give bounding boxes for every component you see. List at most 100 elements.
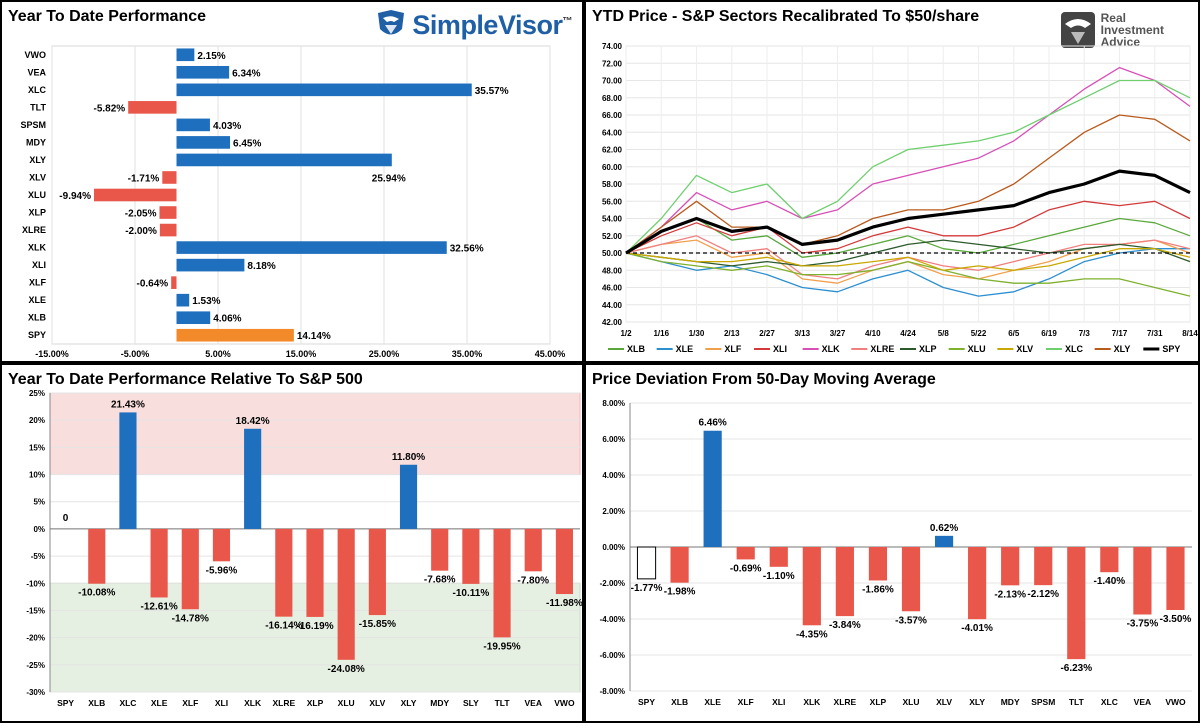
series-line-xlk xyxy=(625,66,1191,254)
bar-mdy xyxy=(431,528,449,571)
deviation-title: Price Deviation From 50-Day Moving Avera… xyxy=(592,371,936,388)
bar-xlu xyxy=(337,528,355,660)
x-tick-label: 1/16 xyxy=(653,329,669,338)
bar-xly xyxy=(968,547,987,620)
series-line-xlp xyxy=(625,239,1191,267)
category-label: MDY xyxy=(430,698,449,708)
value-label: 32.56% xyxy=(450,244,484,255)
bar-xlu xyxy=(93,188,177,202)
y-tick-label: 72.00 xyxy=(602,59,623,68)
category-label: XLRE xyxy=(22,225,46,235)
x-tick-label: 6/5 xyxy=(1008,329,1020,338)
bar-tlt xyxy=(493,528,511,638)
x-tick-label: 5.00% xyxy=(205,349,231,359)
y-tick-label: 44.00 xyxy=(602,301,623,310)
category-label: XLY xyxy=(401,698,417,708)
value-label: -1.40% xyxy=(1094,576,1126,587)
series-line-xly xyxy=(625,114,1191,254)
bar-xlre xyxy=(159,223,177,237)
x-tick-label: 2/13 xyxy=(724,329,740,338)
y-tick-label: 70.00 xyxy=(602,77,623,86)
category-label: XLV xyxy=(369,698,385,708)
bar-xlv xyxy=(162,171,177,184)
eagle-icon xyxy=(1060,12,1095,48)
value-label: -10.08% xyxy=(78,588,115,599)
value-label: 4.03% xyxy=(213,121,241,132)
series-line-xlc xyxy=(625,79,1191,254)
bar-xlc xyxy=(119,412,137,529)
y-tick-label: 0.00% xyxy=(602,543,625,552)
category-label: XLRE xyxy=(834,697,857,707)
bar-xly xyxy=(399,464,418,529)
category-label: XLY xyxy=(969,697,985,707)
value-label: -2.13% xyxy=(994,589,1026,600)
value-label: 11.80% xyxy=(392,452,425,463)
y-tick-label: -4.00% xyxy=(600,615,625,624)
value-label: -7.68% xyxy=(424,575,456,586)
category-label: TLT xyxy=(30,102,46,112)
series-line-xlv xyxy=(625,248,1191,271)
legend-label: XLF xyxy=(724,344,742,354)
x-tick-label: 8/14 xyxy=(1182,329,1198,338)
ytd-price-panel: YTD Price - S&P Sectors Recalibrated To … xyxy=(584,0,1200,363)
bar-xlk xyxy=(176,241,447,254)
value-label: -2.05% xyxy=(125,209,157,220)
legend-label: XLY xyxy=(1114,344,1131,354)
category-label: VEA xyxy=(27,67,46,77)
value-label: 6.46% xyxy=(698,418,726,429)
category-label: XLI xyxy=(32,260,46,270)
category-label: VWO xyxy=(554,698,575,708)
ytd-performance-chart: -15.00% -5.00% 5.00% 15.00% 25.00% 35.00% 45.0… xyxy=(20,45,565,359)
y-tick-label: -8.00% xyxy=(600,687,625,696)
bar-xlb xyxy=(670,547,689,583)
category-label: XLK xyxy=(803,697,821,707)
bar-xlf xyxy=(736,547,755,560)
bar-tlt xyxy=(128,101,177,114)
legend-label: XLV xyxy=(1016,344,1033,354)
value-label: -6.23% xyxy=(1060,663,1092,674)
relative-performance-title: Year To Date Performance Relative To S&P… xyxy=(8,371,363,388)
y-tick-label: 66.00 xyxy=(602,111,623,120)
value-label: -9.94% xyxy=(59,191,91,202)
y-tick-label: 20% xyxy=(29,416,45,425)
legend-label: XLK xyxy=(822,344,841,354)
legend-label: XLE xyxy=(676,344,694,354)
category-label: XLI xyxy=(215,698,228,708)
category-label: MDY xyxy=(1001,697,1020,707)
category-label: XLK xyxy=(28,243,47,253)
value-label: -14.78% xyxy=(172,613,209,624)
bar-xle xyxy=(176,293,190,307)
bar-xle xyxy=(703,430,722,547)
value-label: -1.10% xyxy=(763,571,795,582)
bar-xlp xyxy=(306,528,324,617)
y-tick-label: 10% xyxy=(29,471,45,480)
y-tick-label: 68.00 xyxy=(602,94,623,103)
category-label: SLY xyxy=(463,698,479,708)
y-tick-label: 4.00% xyxy=(602,471,625,480)
category-label: VEA xyxy=(524,698,541,708)
bar-spy xyxy=(176,328,294,342)
x-tick-label: 5/8 xyxy=(938,329,950,338)
category-label: XLK xyxy=(244,698,262,708)
value-label: -0.64% xyxy=(137,279,169,290)
category-label: XLU xyxy=(28,190,46,200)
value-label: -0.69% xyxy=(730,563,762,574)
category-label: XLE xyxy=(28,295,46,305)
category-label: XLF xyxy=(29,278,47,288)
bar-xli xyxy=(769,547,788,567)
x-tick-label: 3/13 xyxy=(794,329,810,338)
simplevisor-logo: SimpleVisor™ xyxy=(376,8,572,42)
bar-xlre xyxy=(835,547,854,617)
y-tick-label: -5% xyxy=(31,552,45,561)
legend-label: XLRE xyxy=(870,344,894,354)
bar-xlv xyxy=(934,535,954,547)
x-tick-label: -15.00% xyxy=(35,349,69,359)
legend-label: XLI xyxy=(773,344,787,354)
bar-xlp xyxy=(868,547,888,581)
y-tick-label: -20% xyxy=(26,634,45,643)
category-label: XLY xyxy=(29,155,46,165)
value-label: -2.12% xyxy=(1027,589,1059,600)
value-label: -11.98% xyxy=(546,598,583,609)
y-tick-label: -6.00% xyxy=(600,651,625,660)
category-label: SPY xyxy=(638,697,655,707)
